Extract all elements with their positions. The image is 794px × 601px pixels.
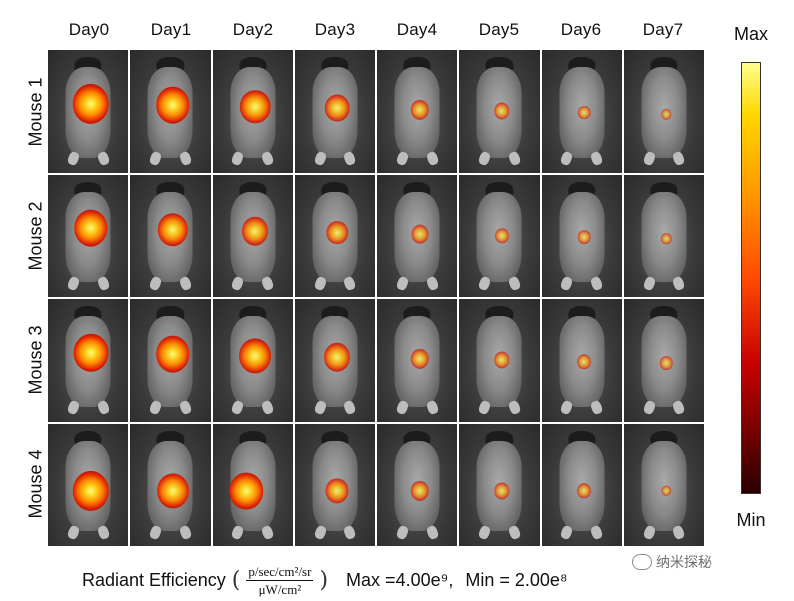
fluorescence-signal	[577, 354, 592, 370]
image-cell	[541, 423, 622, 546]
fluorescence-signal	[410, 348, 429, 369]
radiant-efficiency-scale: Radiant Efficiency ( p/sec/cm²/sr μW/cm²…	[82, 560, 567, 600]
fluorescence-signal	[411, 224, 429, 244]
fluorescence-signal	[326, 220, 349, 245]
column-label-day1: Day1	[150, 20, 192, 39]
image-cell	[377, 423, 458, 546]
max-value: Max =4.00e⁹,	[346, 569, 454, 590]
image-cell	[623, 50, 704, 173]
unit-fraction: p/sec/cm²/sr μW/cm²	[246, 563, 314, 597]
min-value: Min = 2.00e⁸	[465, 569, 568, 590]
fluorescence-signal	[577, 483, 592, 499]
fluorescence-signal	[242, 217, 269, 246]
fluorescence-signal	[156, 86, 190, 124]
scale-label: Radiant Efficiency	[82, 569, 226, 590]
fluorescence-signal	[325, 94, 350, 122]
unit-denominator: μW/cm²	[258, 581, 302, 597]
image-cell	[459, 50, 540, 173]
image-cell	[294, 423, 375, 546]
colorbar-min-label: Min	[736, 510, 766, 530]
fluorescence-signal	[239, 90, 271, 124]
image-cell	[459, 423, 540, 546]
image-cell	[377, 50, 458, 173]
image-cell	[130, 50, 211, 173]
fluorescence-signal	[156, 335, 190, 373]
fluorescence-signal	[661, 485, 672, 497]
image-cell	[130, 299, 211, 422]
fluorescence-signal	[73, 209, 108, 247]
column-label-day0: Day0	[68, 20, 110, 39]
watermark: 纳米探秘	[632, 552, 712, 572]
wechat-icon	[632, 554, 652, 570]
fluorescence-signal	[661, 232, 672, 245]
unit-numerator: p/sec/cm²/sr	[246, 563, 314, 581]
image-cell	[130, 174, 211, 297]
image-cell	[541, 174, 622, 297]
watermark-text: 纳米探秘	[656, 554, 712, 570]
fluorescence-signal	[494, 102, 510, 120]
image-cell	[130, 423, 211, 546]
fluorescence-signal	[156, 473, 189, 509]
fluorescence-signal	[229, 472, 263, 510]
image-cell	[212, 423, 293, 546]
fluorescence-signal	[73, 333, 109, 373]
image-cell	[623, 299, 704, 422]
column-label-day6: Day6	[560, 20, 602, 39]
image-cell	[212, 50, 293, 173]
fluorescence-signal	[239, 338, 272, 374]
image-cell	[377, 299, 458, 422]
fluorescence-signal	[72, 470, 109, 511]
fluorescence-signal	[72, 83, 109, 124]
image-cell	[541, 50, 622, 173]
image-cell	[212, 299, 293, 422]
fluorescence-signal	[157, 213, 189, 247]
fluorescence-signal	[661, 108, 672, 120]
image-cell	[212, 174, 293, 297]
image-cell	[48, 174, 129, 297]
column-label-day4: Day4	[396, 20, 438, 39]
fluorescence-signal	[494, 351, 510, 369]
fluorescence-signal	[494, 482, 510, 500]
image-cell	[459, 299, 540, 422]
fluorescence-signal	[324, 343, 351, 372]
fluorescence-signal	[325, 478, 349, 504]
fluorescence-signal	[660, 356, 673, 371]
fluorescence-signal	[577, 230, 591, 245]
column-label-day5: Day5	[478, 20, 520, 39]
column-label-day3: Day3	[314, 20, 356, 39]
colorbar	[741, 62, 761, 494]
image-cell	[48, 50, 129, 173]
image-cell	[623, 174, 704, 297]
column-label-day7: Day7	[642, 20, 684, 39]
paren-close: )	[319, 567, 329, 593]
imaging-grid	[48, 50, 704, 546]
fluorescence-signal	[410, 99, 429, 120]
fluorescence-signal	[410, 480, 429, 502]
image-cell	[48, 423, 129, 546]
image-cell	[623, 423, 704, 546]
column-label-day2: Day2	[232, 20, 274, 39]
image-cell	[294, 50, 375, 173]
colorbar-max-label: Max	[733, 24, 768, 44]
image-cell	[541, 299, 622, 422]
fluorescence-signal	[494, 228, 509, 244]
fluorescence-signal	[577, 105, 591, 120]
image-cell	[459, 174, 540, 297]
image-cell	[294, 299, 375, 422]
image-cell	[48, 299, 129, 422]
paren-open: (	[231, 567, 241, 593]
image-cell	[377, 174, 458, 297]
image-cell	[294, 174, 375, 297]
